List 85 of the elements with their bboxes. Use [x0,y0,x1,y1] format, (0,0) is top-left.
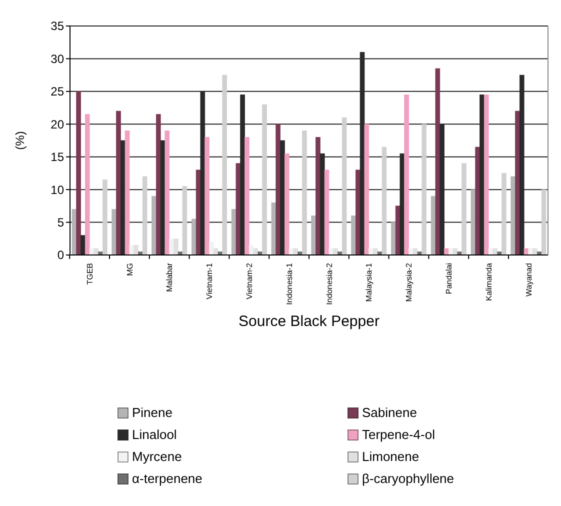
bar [116,110,121,256]
bar [373,248,378,256]
y-tick-label: 35 [50,19,64,34]
bar [510,176,516,256]
bar [84,114,90,256]
x-tick-label: Malaysia-1 [364,262,374,302]
bar [435,68,440,256]
bar [302,130,307,256]
bar [174,238,178,256]
bar [293,248,298,256]
bar [484,94,489,256]
y-tick-label: 15 [50,150,64,164]
x-tick-label: Pandalai [444,262,454,294]
bar [515,110,520,256]
bar [169,238,174,256]
bar [342,117,347,256]
bar [284,153,290,256]
bar [475,146,480,256]
y-tick-label: 5 [57,215,64,230]
bar [382,146,387,256]
x-tick-label: Indonesia-1 [284,262,294,305]
y-tick-label: 0 [57,248,64,262]
x-tick-label: Malaysia-2 [404,262,414,302]
bar [452,248,458,256]
bar [502,173,506,256]
bar [94,248,99,256]
bar [152,196,156,256]
bar [390,222,396,256]
bar [222,74,228,256]
bar [316,137,320,256]
legend-label: Terpene-4-ol [362,427,436,442]
bar [102,180,108,256]
bar [112,209,116,256]
y-axis-title: (%) [13,131,27,150]
bar [276,124,280,256]
y-tick-label: 10 [50,182,64,197]
legend-label: Limonene [362,449,420,464]
bar [164,130,170,256]
bar [142,176,148,256]
x-tick-label: Vietnam-1 [205,262,214,300]
bar [191,218,196,256]
bar [244,137,250,256]
bar [351,216,356,256]
bar [311,216,316,256]
bar [532,248,538,256]
bar [271,202,276,256]
bar [80,235,86,256]
x-tick-label: Indonesia-2 [324,262,334,305]
x-axis-title: Source Black Pepper [238,313,380,330]
bar [324,170,330,256]
bar [492,248,498,256]
y-tick-label: 20 [50,117,64,132]
legend-label: β-caryophyllene [362,471,454,486]
x-tick-label: Vietnam-2 [244,262,254,300]
bar [422,124,427,256]
legend-label: α-terpenene [132,471,202,486]
y-tick-label: 30 [50,52,64,66]
legend-label: Sabinene [362,405,417,420]
x-tick-label: Wayanad [524,263,534,296]
y-tick-label: 25 [50,84,64,99]
bar [262,104,267,256]
bar [404,94,409,256]
x-tick-label: Malabar [165,262,174,292]
bar [253,248,258,256]
bar [209,242,214,256]
legend-label: Pinene [132,405,172,420]
bar [134,244,138,256]
bar [160,140,166,256]
bar [72,209,77,256]
bar [364,124,370,256]
x-tick-label: MG [125,263,134,276]
legend-label: Myrcene [132,449,182,464]
bar [182,186,188,256]
bar [462,163,466,256]
x-tick-label: Kalimanda [484,262,494,301]
bar [76,91,81,256]
bar [541,189,546,256]
bar [280,140,285,256]
bar [236,163,241,256]
bar [470,189,476,256]
bar [124,130,130,256]
x-tick-label: TGEB [85,263,94,285]
legend-label: Linalool [132,427,177,442]
bar [204,137,210,256]
bar [333,248,338,256]
